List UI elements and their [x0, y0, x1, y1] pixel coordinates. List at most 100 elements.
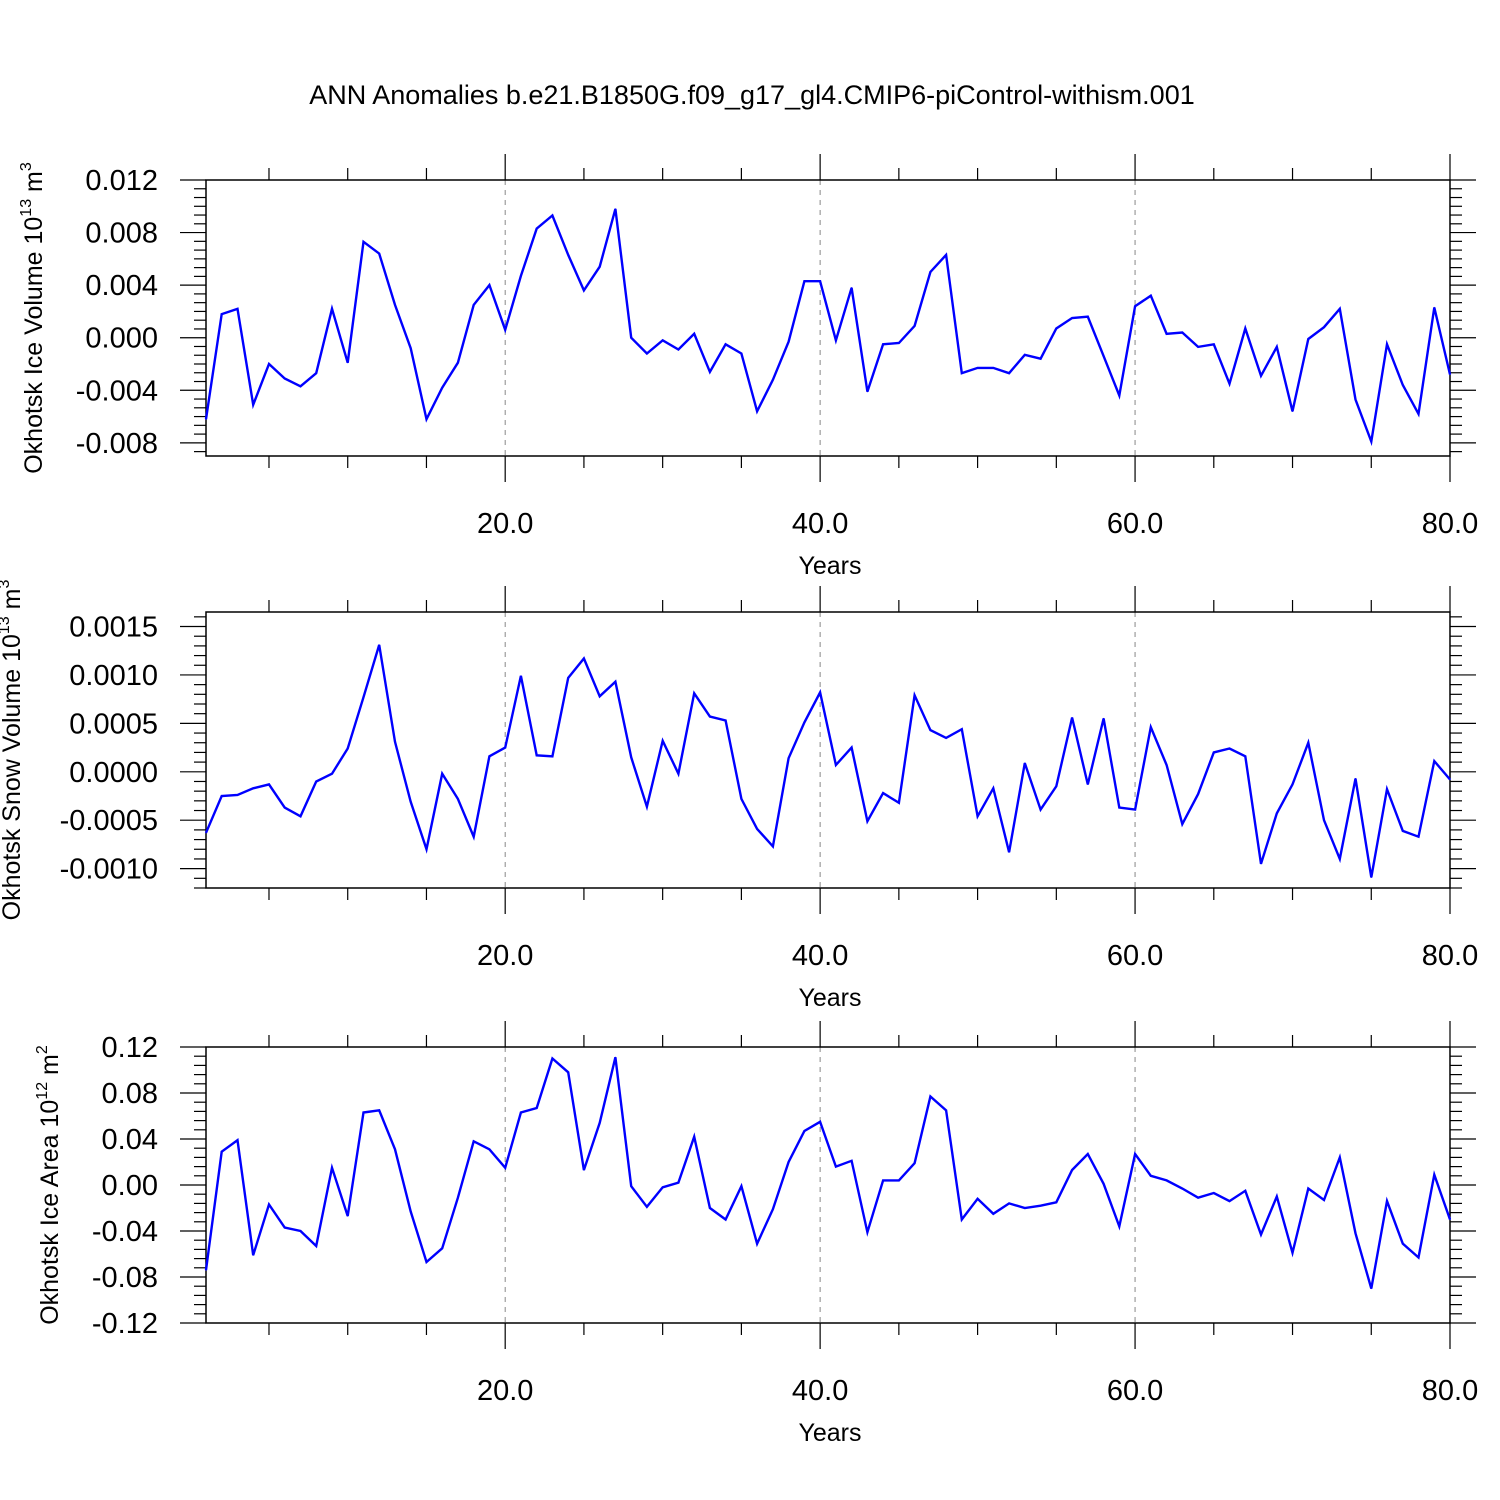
data-point: [851, 746, 853, 749]
data-point: [1213, 1192, 1215, 1194]
data-point: [772, 379, 774, 381]
data-point: [1323, 1199, 1325, 1201]
data-point: [299, 815, 302, 817]
y-axis-label-part: m: [20, 171, 48, 199]
data-point: [599, 695, 601, 697]
data-point: [740, 798, 742, 800]
data-point: [1087, 783, 1089, 785]
data-point: [1197, 346, 1199, 348]
data-point: [646, 352, 648, 355]
data-point: [315, 1245, 317, 1247]
data-point: [1134, 808, 1136, 811]
data-point: [992, 787, 994, 789]
data-point: [299, 385, 302, 387]
data-point: [630, 756, 632, 758]
data-point: [347, 747, 349, 750]
data-point: [1386, 343, 1388, 345]
data-point: [1307, 742, 1309, 744]
data-point: [1008, 372, 1010, 374]
data-point: [614, 1056, 617, 1058]
data-point: [961, 372, 963, 374]
y-tick-label: -0.08: [92, 1262, 158, 1294]
data-point: [614, 681, 617, 683]
data-point: [976, 1198, 979, 1200]
data-point: [457, 798, 459, 800]
data-point: [646, 806, 648, 808]
data-point: [583, 657, 585, 660]
plot-frame: [205, 179, 1451, 457]
data-point: [1339, 1156, 1341, 1158]
data-point: [961, 728, 963, 730]
x-tick-label: 40.0: [792, 1375, 848, 1407]
plot-frame: [205, 611, 1451, 889]
data-point: [772, 845, 774, 847]
data-point: [1008, 1202, 1010, 1204]
data-point: [1087, 316, 1089, 318]
data-point: [520, 275, 522, 277]
data-point: [677, 348, 680, 351]
data-point: [835, 339, 837, 341]
data-point: [929, 271, 931, 273]
data-point: [331, 308, 333, 310]
data-point: [1402, 1243, 1404, 1245]
data-point: [1402, 384, 1404, 386]
data-point: [630, 1185, 632, 1187]
y-tick-label: -0.004: [76, 375, 158, 407]
data-point: [331, 773, 333, 775]
x-tick-label: 80.0: [1422, 940, 1478, 972]
data-point: [410, 801, 412, 803]
data-point: [740, 1185, 742, 1187]
data-point: [236, 308, 239, 310]
y-axis-label-part: Okhotsk Ice Area 10: [36, 1100, 64, 1325]
data-point: [1291, 410, 1294, 412]
data-point: [1323, 326, 1325, 328]
data-point: [898, 1179, 900, 1181]
data-point: [866, 391, 868, 393]
data-point: [1118, 807, 1120, 809]
data-point: [1307, 1187, 1309, 1190]
y-axis-label: Okhotsk Snow Volume 1013 m3: [0, 580, 26, 921]
data-point: [1024, 762, 1026, 764]
data-point: [252, 1254, 254, 1256]
data-point: [457, 1197, 459, 1199]
data-point: [961, 1218, 963, 1221]
x-tick-label: 60.0: [1107, 508, 1163, 540]
data-point: [1071, 716, 1073, 719]
data-point: [630, 337, 632, 339]
data-point: [693, 692, 695, 694]
data-point: [1433, 760, 1435, 762]
y-axis-label-part: Okhotsk Ice Volume 10: [20, 217, 48, 474]
data-point: [504, 1167, 506, 1169]
y-tick-label: 0.0015: [69, 612, 158, 644]
x-axis-label: Years: [798, 984, 861, 1012]
y-tick-label: 0.12: [102, 1032, 158, 1064]
data-point: [1055, 785, 1057, 787]
data-point: [473, 1140, 475, 1142]
data-point: [976, 815, 979, 817]
data-point: [1307, 338, 1309, 340]
data-point: [1134, 305, 1136, 307]
data-point: [1165, 333, 1168, 335]
data-point: [268, 783, 270, 785]
data-point: [551, 755, 554, 757]
data-point: [504, 329, 506, 331]
y-tick-label: 0.000: [85, 323, 158, 355]
series-line-ice-area: [204, 1056, 1452, 1289]
y-tick-label: 0.008: [85, 218, 158, 250]
data-point: [331, 1167, 333, 1169]
data-point: [457, 362, 459, 364]
data-point: [914, 1162, 916, 1164]
data-point: [1228, 1200, 1231, 1202]
data-point: [1087, 1153, 1089, 1155]
x-axis-label: Years: [798, 552, 861, 580]
data-point: [772, 1208, 774, 1210]
data-point: [945, 737, 947, 739]
y-axis-label-part: Okhotsk Snow Volume 10: [0, 634, 26, 920]
data-point: [551, 1057, 554, 1060]
data-point: [1150, 1175, 1152, 1177]
y-axis-label: Okhotsk Ice Area 1012 m2: [34, 1045, 64, 1325]
data-point: [599, 1122, 601, 1124]
data-point: [1339, 308, 1341, 310]
data-point: [567, 254, 569, 256]
y-axis-label-superscript: 13: [0, 616, 13, 634]
